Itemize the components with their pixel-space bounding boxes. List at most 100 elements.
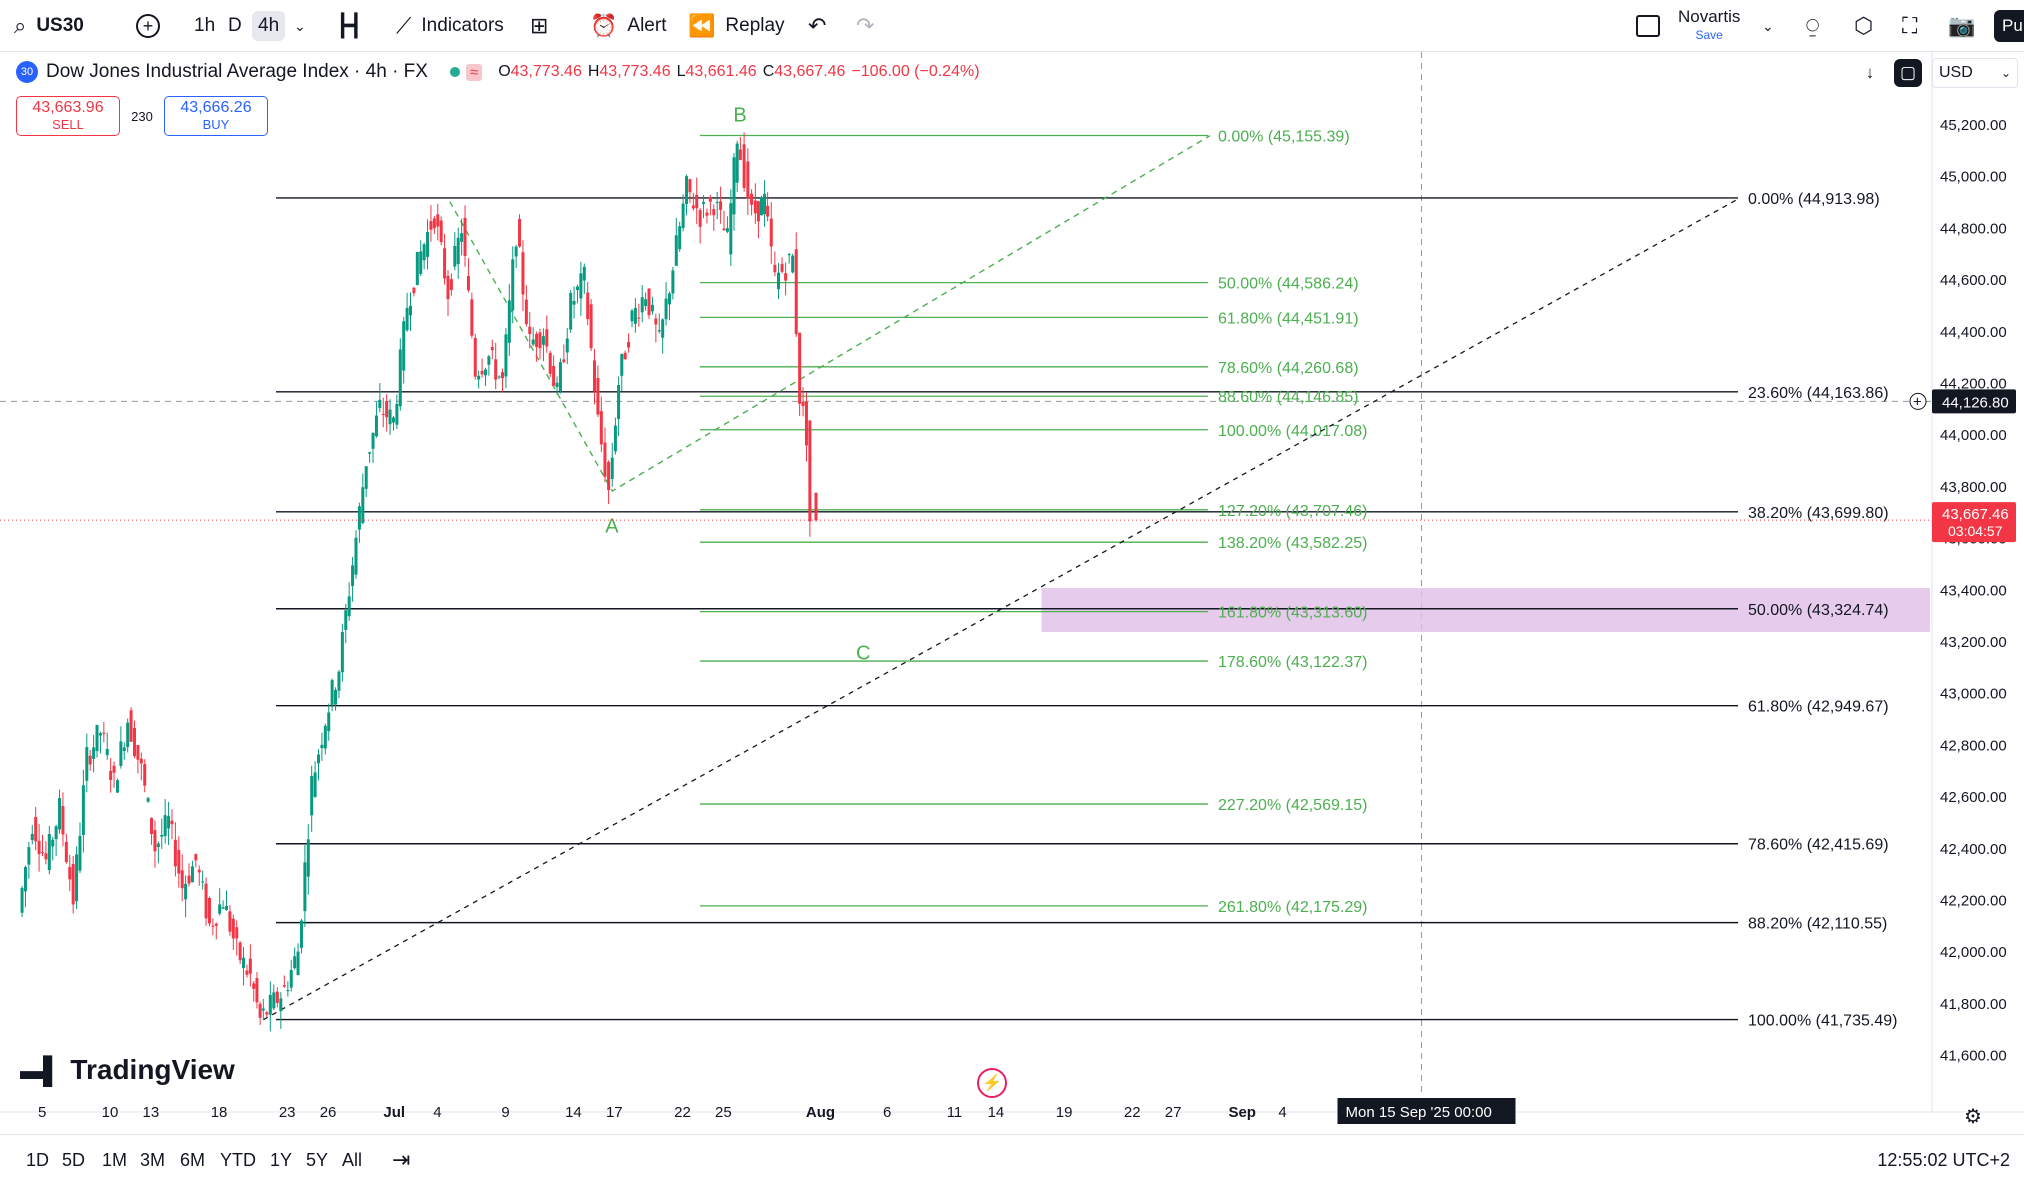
buy-button[interactable]: 43,666.26 BUY <box>164 96 268 136</box>
interval-4h[interactable]: 4h <box>252 0 286 52</box>
candle-body <box>340 631 344 673</box>
interval-dropdown-icon[interactable]: ⌄ <box>294 17 306 34</box>
top-toolbar: ⌕ US30 + 1h D 4h ⌄ ┣┫ ⟋ Indicators ⊞ ⏰ A… <box>0 0 2024 52</box>
candle-body <box>507 300 511 343</box>
undo-icon: ↶ <box>808 13 827 38</box>
price-tick-label: 43,400.00 <box>1940 582 2007 599</box>
candle-body <box>766 205 770 217</box>
redo-button[interactable]: ↷ <box>856 0 884 52</box>
candle-body <box>41 852 44 854</box>
candle-body <box>460 233 464 242</box>
symbol-search[interactable]: ⌕ US30 <box>14 0 84 52</box>
range-1y[interactable]: 1Y <box>270 1149 293 1170</box>
candle-body <box>136 745 140 760</box>
time-tick-label: 22 <box>1124 1104 1141 1121</box>
currency-select[interactable]: USD ⌄ <box>1932 58 2018 88</box>
candle-body <box>763 193 767 215</box>
price-tick-label: 44,800.00 <box>1940 220 2007 237</box>
goto-date-icon[interactable]: ⇥ <box>392 1147 411 1172</box>
price-chart[interactable]: 0.00% (44,913.98) 23.60% (44,163.86) 38.20… <box>0 52 2024 1140</box>
layout-toggle[interactable] <box>1636 0 1660 52</box>
candle-body <box>565 338 569 353</box>
range-1m[interactable]: 1M <box>102 1149 128 1170</box>
indicators-icon: ⟋ <box>396 13 412 38</box>
time-tick-label: 18 <box>211 1104 228 1121</box>
maximize-icon[interactable]: ▢ <box>1894 59 1922 87</box>
layout-dropdown-icon[interactable]: ⌄ <box>1762 17 1774 34</box>
candle-body <box>589 304 593 349</box>
range-ytd[interactable]: YTD <box>220 1149 256 1170</box>
candle-body <box>92 747 96 759</box>
undo-button[interactable]: ↶ <box>808 0 836 52</box>
candle-body <box>579 273 583 299</box>
range-5y[interactable]: 5Y <box>306 1149 329 1170</box>
time-tick-label: 25 <box>715 1104 732 1121</box>
alert-button[interactable]: ⏰ Alert <box>590 13 667 38</box>
chart-right-controls: ↓ ▢ USD ⌄ <box>1856 58 2018 88</box>
range-6m[interactable]: 6M <box>180 1149 206 1170</box>
candle-body <box>688 179 692 193</box>
chart-area[interactable]: 0.00% (44,913.98) 23.60% (44,163.86) 38.20… <box>0 52 2024 1140</box>
range-all[interactable]: All <box>342 1149 363 1170</box>
range-3m[interactable]: 3M <box>140 1149 166 1170</box>
candle-body <box>449 279 453 291</box>
price-tick-label: 43,200.00 <box>1940 634 2007 651</box>
last-price-box <box>1932 502 2016 543</box>
time-tick-label: 17 <box>606 1104 623 1121</box>
candle-body <box>361 487 365 524</box>
candle-body <box>446 275 450 300</box>
candle-body <box>228 911 232 932</box>
candle-body <box>354 537 358 575</box>
clock[interactable]: 12:55:02 UTC+2 <box>1877 1149 2010 1170</box>
candle-body <box>112 765 116 773</box>
candle-body <box>759 197 763 216</box>
candle-body <box>480 370 484 375</box>
indicators-button[interactable]: ⟋ Indicators <box>396 13 504 38</box>
quick-search-button[interactable]: ⍜ <box>1806 0 1829 52</box>
templates-button[interactable]: ⊞ <box>530 0 558 52</box>
candle-body <box>650 304 654 312</box>
wave-label: C <box>856 642 870 664</box>
candle-body <box>272 992 276 1009</box>
candle-body <box>173 839 177 867</box>
scroll-down-icon[interactable]: ↓ <box>1865 63 1875 82</box>
candle-body <box>787 254 791 256</box>
candle-body <box>698 210 702 227</box>
candle-body <box>436 214 440 227</box>
fib-retracement-label: 88.20% (42,110.55) <box>1748 916 1887 933</box>
publish-button[interactable]: Pu <box>1994 0 2024 52</box>
flash-icon[interactable]: ⚡ <box>977 1068 1007 1098</box>
candle-body <box>299 920 303 948</box>
fullscreen-button[interactable]: ⛶ <box>1902 0 1927 52</box>
replay-button[interactable]: ⏪ Replay <box>688 13 785 38</box>
candle-body <box>501 372 505 379</box>
candle-body <box>37 840 41 855</box>
candle-body <box>351 565 355 587</box>
ohlc-high: H43,773.46 <box>587 63 671 80</box>
candle-body <box>163 815 167 837</box>
layout-name[interactable]: Novartis Save <box>1678 7 1741 43</box>
sell-button[interactable]: 43,663.96 SELL <box>16 96 120 136</box>
add-symbol-button[interactable]: + <box>136 0 170 52</box>
candle-body <box>504 334 508 377</box>
time-tick-label: 5 <box>38 1104 46 1121</box>
candle-body <box>133 727 137 757</box>
fib-extension-label: 78.60% (44,260.68) <box>1218 360 1359 377</box>
interval-d[interactable]: D <box>228 15 242 36</box>
interval-1h[interactable]: 1h <box>194 15 216 36</box>
candle-body <box>456 237 460 265</box>
candle-body <box>344 610 348 630</box>
range-5d[interactable]: 5D <box>62 1149 86 1170</box>
symbol-title[interactable]: Dow Jones Industrial Average Index · 4h … <box>46 61 428 82</box>
range-1d[interactable]: 1D <box>26 1149 50 1170</box>
candle-body <box>68 867 72 880</box>
gear-icon[interactable]: ⚙ <box>1964 1106 1982 1128</box>
snapshot-button[interactable]: 📷 <box>1948 0 1985 52</box>
settings-button[interactable]: ⬡ <box>1854 0 1883 52</box>
candle-body <box>524 299 528 325</box>
candle-body <box>681 203 685 229</box>
candle-style-button[interactable]: ┣┫ <box>336 0 373 52</box>
candle-body <box>742 144 746 188</box>
chevron-down-icon: ⌄ <box>2000 66 2011 80</box>
candle-body <box>279 998 283 1012</box>
